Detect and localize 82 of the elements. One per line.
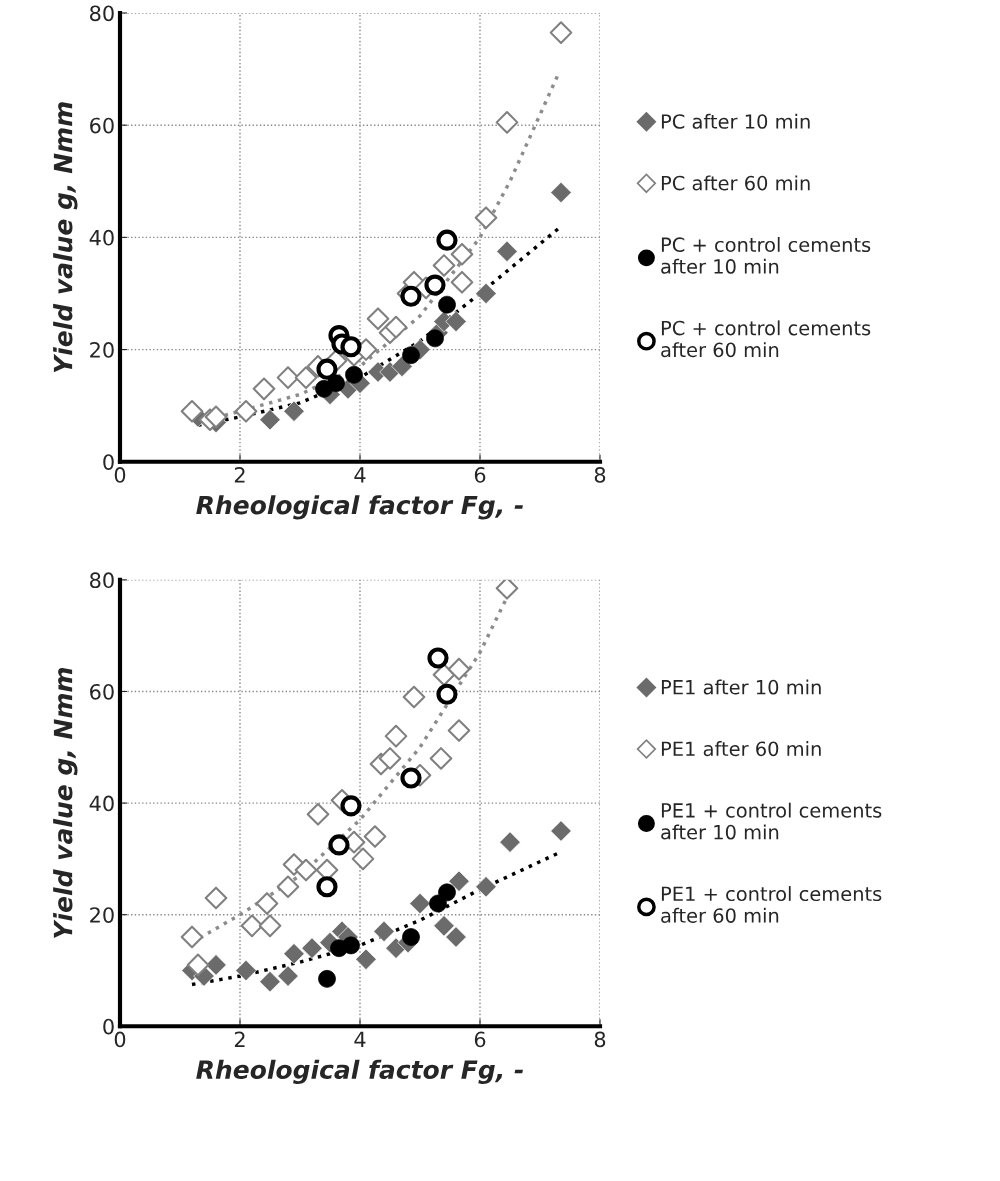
point [495,111,519,134]
x-tick-label: 4 [354,1031,366,1047]
point [432,254,456,277]
y-axis-title: Yield value g, Nmm [53,102,78,373]
x-axis-title: Rheological factor Fg, - [196,495,523,520]
point [550,820,572,842]
point [402,685,426,709]
point [499,831,521,853]
point [400,285,422,307]
y-tick-label: 0 [103,454,114,470]
point [447,719,471,742]
point [316,358,338,380]
x-tick-label: 6 [474,1031,486,1048]
point [276,366,300,389]
point [447,657,471,681]
legend-label: PE1 after 60 min [661,741,821,757]
x-tick-label: 8 [594,467,606,483]
point [427,647,449,669]
point [240,914,264,938]
point [366,307,390,331]
point [549,21,573,44]
point [186,953,210,977]
line-series [190,851,560,987]
point [436,683,458,705]
point [204,886,228,910]
point [384,724,408,748]
point [450,270,474,294]
point [424,274,446,296]
y-tick-label: 20 [90,907,114,923]
point [450,242,474,266]
y-tick-label: 40 [89,795,114,812]
y-tick-label: 80 [90,5,114,22]
x-tick-label: 0 [114,467,126,483]
legend-label: PC after 10 min [661,113,810,129]
point [340,336,362,358]
point [340,795,362,817]
point [363,825,387,848]
point [204,405,228,429]
point [276,875,300,899]
y-tick-label: 40 [89,229,114,246]
point [294,366,318,389]
y-tick-label: 80 [90,572,114,589]
point [234,399,258,423]
point [378,747,402,770]
legend-label: PE1 + control cements after 60 min [661,886,882,923]
point [258,914,282,938]
x-tick-label: 0 [114,1031,126,1048]
y-axis-title: Yield value g, Nmm [53,667,78,939]
x-axis-title: Rheological factor Fg, - [196,1059,523,1085]
point [495,579,519,600]
y-tick-label: 0 [103,1018,114,1035]
x-tick-label: 8 [594,1031,606,1048]
point [180,925,204,949]
point [351,847,375,871]
point [283,400,305,422]
x-tick-label: 2 [234,467,245,483]
point [316,876,338,898]
point [475,876,497,898]
point [436,229,458,251]
point [474,206,498,230]
x-tick-label: 4 [354,467,366,483]
point [255,892,279,915]
point [205,954,227,976]
point [429,747,453,770]
point [277,965,299,987]
point [294,858,318,882]
point [400,767,422,789]
x-tick-label: 6 [474,467,486,483]
point [328,834,350,856]
y-tick-label: 20 [90,342,114,358]
legend-label: PC + control cements after 60 min [661,320,871,358]
legend-label: PE1 after 10 min [661,679,821,695]
y-tick-label: 60 [90,117,114,134]
point [306,802,330,826]
y-tick-label: 60 [90,683,114,700]
point [252,377,276,401]
legend-label: PC + control cements after 10 min [661,237,871,274]
legend-label: PE1 + control cements after 10 min [661,802,882,840]
x-tick-label: 2 [234,1031,245,1047]
point [384,315,408,339]
point [180,399,204,423]
legend-label: PC after 60 min [661,175,810,191]
